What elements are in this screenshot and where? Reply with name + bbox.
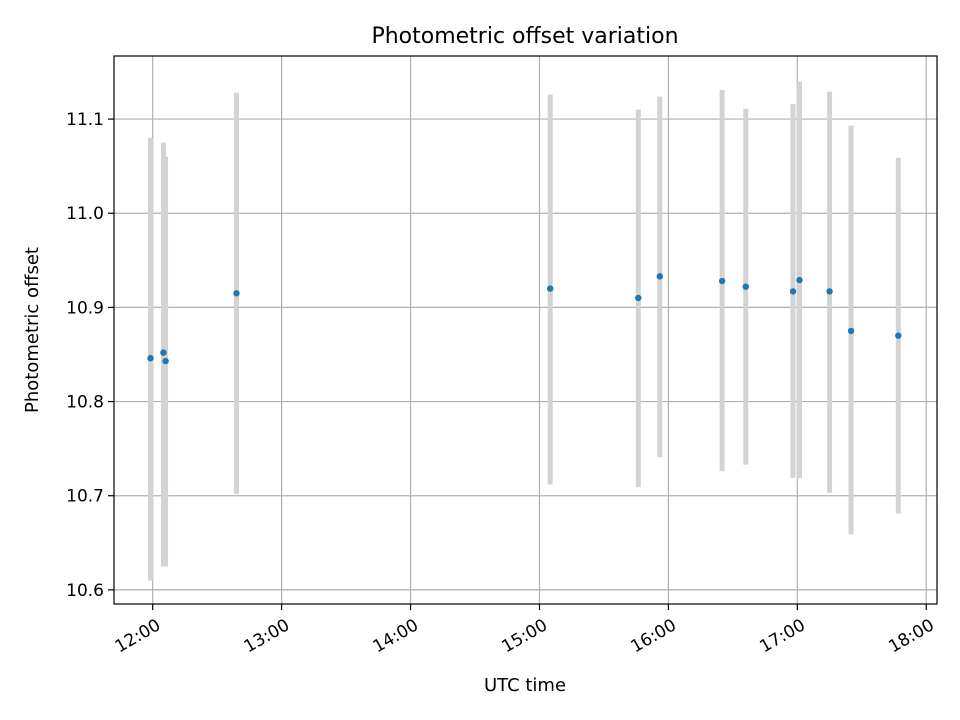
y-tick-label: 10.9 bbox=[66, 298, 104, 318]
y-tick-label: 11.0 bbox=[66, 204, 104, 224]
data-point bbox=[789, 288, 797, 295]
y-axis-label: Photometric offset bbox=[22, 247, 43, 413]
axis-ticks: 12:00 13:00 14:00 15:00 16:00 17:00 18:00 10.6 1… bbox=[66, 110, 938, 657]
x-tick-label: 12:00 bbox=[112, 615, 164, 657]
data-point bbox=[826, 288, 833, 295]
data-point bbox=[847, 327, 855, 335]
data-point bbox=[742, 283, 749, 290]
data-point bbox=[718, 277, 726, 285]
y-tick-label: 10.6 bbox=[66, 581, 104, 601]
x-tick-label: 18:00 bbox=[885, 615, 937, 657]
data-points bbox=[147, 273, 902, 365]
data-point bbox=[656, 273, 664, 280]
x-axis-label: UTC time bbox=[484, 675, 566, 696]
y-tick-label: 10.7 bbox=[66, 487, 104, 507]
x-tick-label: 14:00 bbox=[370, 615, 422, 657]
data-point bbox=[895, 332, 902, 339]
y-tick-label: 10.8 bbox=[66, 393, 104, 413]
data-point bbox=[160, 349, 167, 356]
x-tick-label: 16:00 bbox=[627, 615, 679, 657]
chart-title: Photometric offset variation bbox=[371, 24, 678, 49]
data-point bbox=[635, 294, 642, 302]
data-point bbox=[547, 285, 554, 292]
data-point bbox=[233, 290, 240, 297]
plot-frame bbox=[113, 55, 938, 605]
x-tick-label: 17:00 bbox=[756, 615, 808, 657]
y-tick-label: 11.1 bbox=[66, 110, 104, 130]
data-point bbox=[147, 355, 154, 362]
error-bars bbox=[148, 81, 901, 581]
x-tick-label: 15:00 bbox=[499, 615, 551, 657]
data-point bbox=[162, 357, 169, 365]
x-tick-label: 13:00 bbox=[241, 615, 293, 657]
data-point bbox=[796, 276, 803, 284]
